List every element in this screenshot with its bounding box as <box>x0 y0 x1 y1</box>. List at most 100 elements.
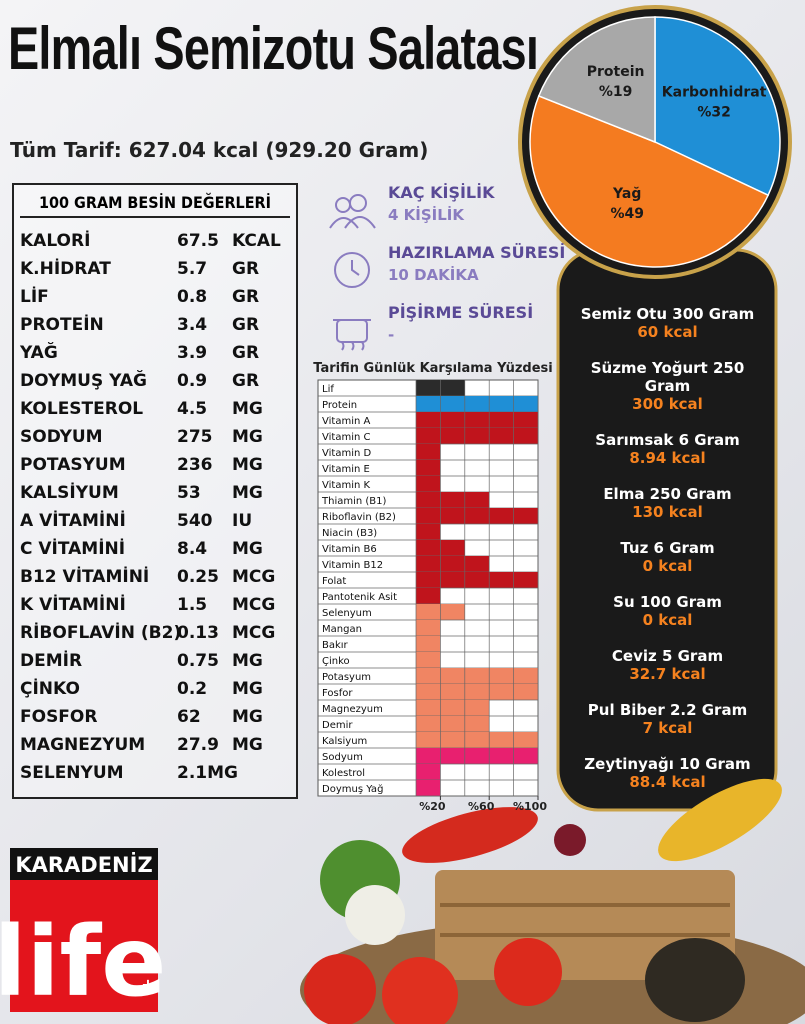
bar-category-label: Vitamin E <box>322 464 370 475</box>
bar <box>416 668 538 684</box>
info-value: 4 KİŞİLİK <box>388 206 465 224</box>
info-item: PİŞİRME SÜRESİ - <box>388 303 533 344</box>
nutrient-value: 236 <box>177 455 213 475</box>
info-item: KAÇ KİŞİLİK 4 KİŞİLİK <box>388 183 494 224</box>
info-value: 10 DAKİKA <box>388 266 479 284</box>
nutrient-value: 8.4 <box>177 539 208 559</box>
pie-label: Karbonhidrat <box>662 84 767 100</box>
nutrient-unit: GR <box>232 343 260 363</box>
x-tick-label: %20 <box>419 800 446 813</box>
pepper <box>402 807 538 863</box>
tomato <box>304 954 376 1024</box>
nutrient-name: A VİTAMİNİ <box>20 511 126 531</box>
nutrient-value: 62 <box>177 707 201 727</box>
nutrient-unit: GR <box>232 259 260 279</box>
info-label: PİŞİRME SÜRESİ <box>388 303 534 322</box>
ingredient-name: Sarımsak 6 Gram <box>595 431 740 449</box>
ingredient-name: Elma 250 Gram <box>603 485 732 503</box>
bar <box>416 684 538 700</box>
bar-category-label: Demir <box>322 720 353 731</box>
corn <box>658 778 782 862</box>
title: Elmalı Semizotu Salatası <box>8 15 539 82</box>
ingredient-name: Ceviz 5 Gram <box>611 647 724 665</box>
nutrient-value: 67.5 <box>177 231 219 251</box>
total-calories: Tüm Tarif: 627.04 kcal (929.20 Gram) <box>10 138 429 162</box>
bar-category-label: Folat <box>322 576 346 587</box>
nutrient-name: DEMİR <box>20 651 83 671</box>
bar-category-label: Pantotenik Asit <box>322 592 397 603</box>
bar <box>416 764 441 780</box>
ingredient-kcal: 88.4 kcal <box>629 773 706 791</box>
nutrient-name: K.HİDRAT <box>20 259 111 279</box>
nutrient-name: SODYUM <box>20 427 103 447</box>
logo-main-bg <box>10 880 158 1012</box>
nutrient-name: KALSİYUM <box>20 483 119 503</box>
bar-category-label: Vitamin B12 <box>322 560 383 571</box>
bar-category-label: Doymuş Yağ <box>322 783 383 795</box>
bar-category-label: Sodyum <box>322 752 363 763</box>
nutrient-value: 540 <box>177 511 213 531</box>
bar <box>416 732 538 748</box>
pie-slice <box>654 16 781 197</box>
nutrient-unit: KCAL <box>232 231 281 251</box>
pie-value-label: %32 <box>697 104 731 120</box>
logo-main: life <box>0 906 166 1018</box>
nutrient-value: 3.9 <box>177 343 208 363</box>
nutrient-unit: MCG <box>232 623 276 643</box>
nutrient-name: YAĞ <box>20 343 58 363</box>
nutrient-unit: MG <box>232 707 263 727</box>
avocado <box>645 938 745 1022</box>
ingredient-kcal: 300 kcal <box>632 395 703 413</box>
ingredient-list: Semiz Otu 300 Gram 60 kcal Süzme Yoğurt 25… <box>560 305 775 809</box>
bar <box>416 556 490 572</box>
bar <box>416 588 441 604</box>
nutrient-unit: MG <box>232 735 263 755</box>
ingredient-kcal: 7 kcal <box>642 719 693 737</box>
info-value: - <box>388 326 395 344</box>
bar <box>416 492 490 508</box>
nutrient-value: 27.9 <box>177 735 219 755</box>
nutrient-name: ÇİNKO <box>20 679 80 699</box>
ingredient-kcal: 130 kcal <box>632 503 703 521</box>
bar-category-label: Fosfor <box>322 688 353 699</box>
nutrient-name: PROTEİN <box>20 315 104 335</box>
table-header: 100 GRAM BESİN DEĞERLERİ <box>20 193 290 218</box>
onion <box>554 824 586 856</box>
bar-category-label: Vitamin B6 <box>322 544 377 555</box>
bar <box>416 780 441 796</box>
bar-category-label: Vitamin K <box>322 480 370 491</box>
nutrient-unit: MG <box>232 651 263 671</box>
info-label: KAÇ KİŞİLİK <box>388 183 495 202</box>
tomato <box>494 938 562 1006</box>
bar <box>416 524 441 540</box>
nutrient-unit: MG <box>232 399 263 419</box>
bar-category-label: Niacin (B3) <box>322 528 377 539</box>
bar <box>416 460 441 476</box>
nutrient-unit: GR <box>232 371 260 391</box>
nutrient-name: KOLESTEROL <box>20 399 144 419</box>
bar <box>416 700 490 716</box>
ingredient-kcal: 8.94 kcal <box>629 449 706 467</box>
ingredient-kcal: 0 kcal <box>642 611 693 629</box>
nutrient-name: DOYMUŞ YAĞ <box>20 371 147 391</box>
nutrient-unit: MG <box>232 539 263 559</box>
ingredient-kcal: 0 kcal <box>642 557 693 575</box>
nutrient-name: K VİTAMİNİ <box>20 595 126 615</box>
bar-category-label: Vitamin C <box>322 432 370 443</box>
bar <box>416 396 538 412</box>
bar <box>416 508 538 524</box>
x-tick-label: %100 <box>513 800 547 813</box>
nutrient-name: LİF <box>20 287 49 307</box>
basket-weave <box>440 903 730 937</box>
nutrient-unit: MG <box>232 455 263 475</box>
logo-top-bg <box>10 848 158 880</box>
bar-category-label: Vitamin D <box>322 448 371 459</box>
ingredient-kcal: 32.7 kcal <box>629 665 706 683</box>
bar <box>416 572 538 588</box>
bar-category-label: Çinko <box>322 656 350 667</box>
nutrient-unit: GR <box>232 287 260 307</box>
bar-category-label: Selenyum <box>322 608 372 619</box>
info-label: HAZIRLAMA SÜRESİ <box>388 243 566 262</box>
